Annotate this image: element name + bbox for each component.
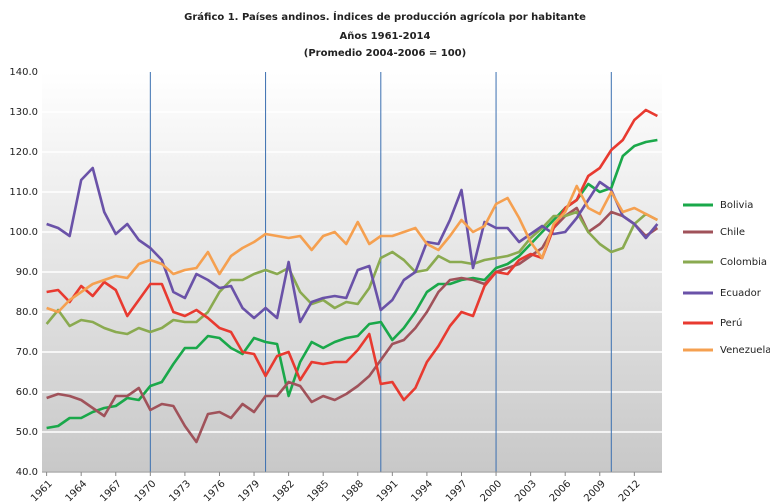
x-tick-label: 1973 xyxy=(167,478,193,504)
x-tick-label: 1982 xyxy=(271,478,297,504)
y-tick-label: 140.0 xyxy=(9,67,38,78)
x-tick-label: 2006 xyxy=(548,478,574,504)
legend-label: Perú xyxy=(720,317,742,329)
y-tick-label: 40.0 xyxy=(16,467,38,478)
y-tick-label: 50.0 xyxy=(16,427,38,438)
legend-label: Colombia xyxy=(720,257,767,268)
series-line xyxy=(45,210,658,336)
y-tick-label: 90.0 xyxy=(16,267,38,278)
x-tick-label: 1991 xyxy=(375,478,401,504)
legend-label: Bolivia xyxy=(720,200,753,211)
x-tick-label: 1964 xyxy=(64,478,90,504)
x-tick-label: 1985 xyxy=(306,478,332,504)
x-tick-label: 2003 xyxy=(513,478,539,504)
y-tick-label: 60.0 xyxy=(16,387,38,398)
x-tick-label: 2000 xyxy=(479,478,505,504)
legend-label: Venezuela xyxy=(720,345,770,356)
chart-subtitle: Años 1961-2014 xyxy=(340,31,431,42)
y-tick-label: 130.0 xyxy=(9,107,38,118)
series-line xyxy=(46,108,658,402)
legend-label: Chile xyxy=(720,227,745,238)
series-line xyxy=(46,138,658,430)
x-tick-label: 2009 xyxy=(582,478,608,504)
y-tick-label: 100.0 xyxy=(9,227,38,238)
chart-note: (Promedio 2004-2006 = 100) xyxy=(304,48,466,59)
x-tick-label: 1979 xyxy=(237,478,263,504)
x-tick-label: 1997 xyxy=(444,478,470,504)
legend-label: Ecuador xyxy=(720,288,762,299)
chart-title: Gráfico 1. Países andinos. Índices de pr… xyxy=(184,10,586,23)
x-tick-label: 1970 xyxy=(133,478,159,504)
series-line xyxy=(46,184,658,314)
y-tick-label: 110.0 xyxy=(9,187,38,198)
x-tick-label: 1961 xyxy=(29,478,55,504)
x-tick-label: 1994 xyxy=(409,478,435,504)
x-tick-label: 1976 xyxy=(202,478,228,504)
y-tick-label: 80.0 xyxy=(16,307,38,318)
x-tick-label: 1988 xyxy=(340,478,366,504)
y-tick-label: 70.0 xyxy=(16,347,38,358)
series-line xyxy=(46,166,659,324)
x-tick-label: 1967 xyxy=(98,478,124,504)
y-tick-label: 120.0 xyxy=(9,147,38,158)
x-tick-label: 2012 xyxy=(617,478,643,504)
